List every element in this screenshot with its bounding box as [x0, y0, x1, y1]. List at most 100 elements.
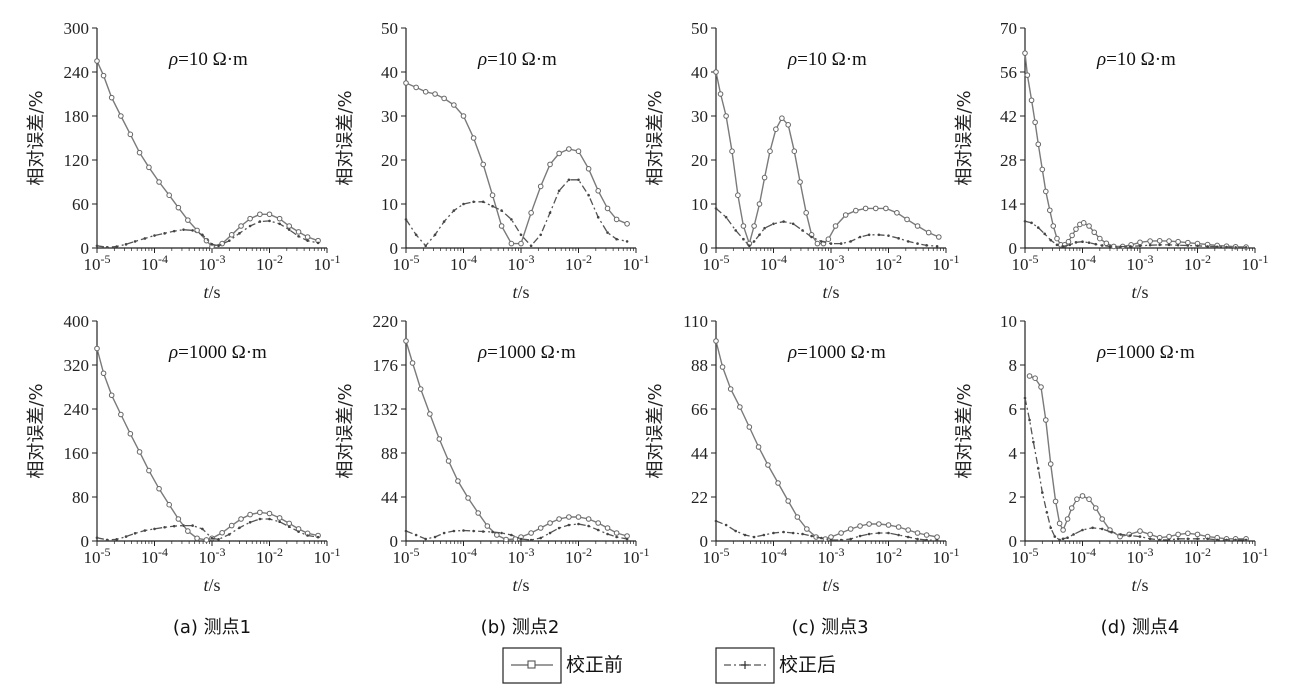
y-tick-label: 56: [1000, 63, 1017, 82]
point-before: [713, 338, 719, 344]
point-before: [1080, 220, 1087, 226]
y-axis-label: 相对误差/%: [954, 90, 975, 185]
point-after: [1138, 244, 1142, 248]
point-after: [1066, 536, 1069, 539]
point-before: [185, 217, 191, 223]
point-after: [587, 524, 590, 528]
x-tick-label: 10-5: [84, 252, 111, 274]
point-before: [1052, 498, 1059, 505]
point-before: [613, 530, 620, 536]
point-before: [936, 234, 942, 240]
point-after: [925, 538, 928, 542]
y-tick-label: 80: [72, 488, 89, 507]
point-after: [143, 237, 147, 240]
point-before: [1047, 207, 1053, 214]
point-before: [862, 205, 869, 212]
point-before: [1079, 493, 1086, 499]
point-after: [287, 228, 291, 231]
point-after: [849, 537, 852, 541]
point-after: [1058, 538, 1061, 542]
point-before: [794, 514, 801, 520]
point-before: [1099, 516, 1105, 522]
y-axis-label: 相对误差/%: [26, 383, 47, 478]
point-after: [1049, 526, 1053, 530]
series-line-after: [715, 520, 938, 542]
resistivity-annotation: ρ=1000 Ω·m: [477, 342, 576, 363]
series-line-after: [96, 220, 319, 248]
point-before: [723, 113, 729, 119]
point-after: [925, 244, 928, 247]
x-tick-label: 10-5: [1012, 252, 1039, 274]
point-after: [839, 242, 843, 245]
point-before: [1069, 232, 1075, 239]
y-tick-label: 22: [691, 488, 708, 507]
point-before: [417, 386, 424, 392]
point-after: [462, 202, 465, 206]
point-after: [268, 517, 271, 521]
point-before: [547, 520, 553, 526]
point-after: [191, 524, 194, 527]
point-before: [156, 485, 162, 492]
point-before: [403, 80, 409, 86]
point-before: [779, 115, 785, 121]
x-tick-label: 10-4: [760, 252, 787, 274]
point-after: [404, 529, 408, 533]
point-before: [219, 529, 225, 536]
point-before: [100, 370, 107, 377]
point-after: [734, 529, 737, 533]
y-tick-label: 40: [691, 63, 708, 82]
point-before: [575, 514, 582, 520]
point-before: [847, 526, 854, 532]
point-before: [1175, 238, 1181, 245]
point-before: [1086, 223, 1092, 229]
x-tick-label: 10-3: [508, 252, 535, 274]
y-tick-label: 44: [691, 444, 709, 463]
point-after: [615, 535, 618, 539]
point-before: [257, 211, 263, 218]
point-after: [306, 534, 309, 537]
point-before: [528, 210, 534, 216]
series-line-after: [1024, 220, 1247, 249]
point-after: [877, 233, 881, 237]
point-after: [1091, 526, 1094, 530]
point-after: [596, 215, 600, 219]
point-after: [433, 233, 437, 237]
y-tick-label: 66: [691, 400, 708, 419]
point-after: [906, 240, 910, 243]
point-after: [414, 533, 418, 537]
y-tick-label: 20: [691, 151, 708, 170]
x-axis-label: t/s: [1131, 282, 1148, 302]
x-tick-label: 10-2: [565, 252, 592, 274]
point-before: [432, 91, 438, 97]
point-after: [1148, 537, 1152, 541]
y-tick-label: 30: [381, 107, 398, 126]
point-after: [557, 526, 561, 530]
point-before: [228, 232, 235, 238]
point-after: [124, 535, 128, 538]
point-before: [624, 221, 630, 227]
point-after: [452, 529, 456, 533]
x-tick-label: 10-4: [1069, 545, 1096, 567]
point-after: [1061, 245, 1065, 248]
point-after: [557, 189, 561, 193]
legend-label-before: 校正前: [566, 654, 623, 676]
point-before: [765, 462, 771, 468]
point-after: [548, 211, 552, 215]
point-after: [858, 534, 862, 538]
point-before: [247, 215, 253, 222]
point-after: [625, 240, 629, 243]
point-before: [1042, 188, 1049, 195]
point-before: [100, 72, 107, 79]
point-before: [713, 69, 719, 75]
point-after: [424, 537, 427, 541]
point-after: [772, 222, 775, 226]
point-before: [1175, 531, 1181, 538]
panel-2: 0 10 20 30 40 50 10-5 10-4 10-3 10-2 10-1 t/s 相对误差/%…: [335, 19, 650, 302]
point-after: [201, 527, 204, 531]
point-before: [175, 204, 182, 211]
point-after: [115, 245, 118, 248]
point-before: [717, 91, 724, 97]
point-after: [916, 242, 919, 245]
point-after: [1094, 242, 1098, 246]
x-tick-label: 10-1: [933, 252, 960, 274]
